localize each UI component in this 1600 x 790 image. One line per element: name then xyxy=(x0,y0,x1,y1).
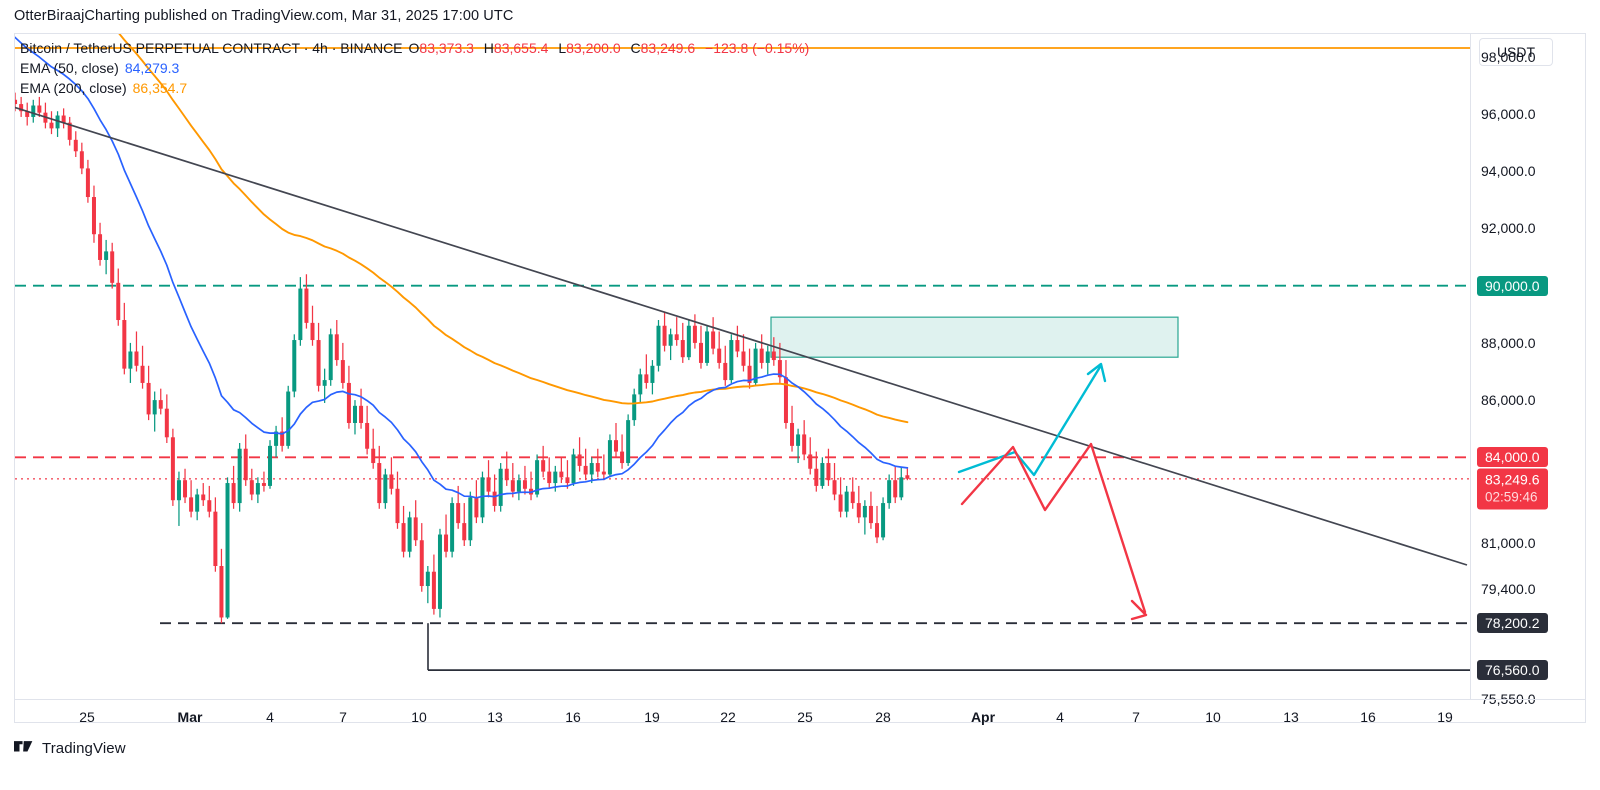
published-caption: OtterBiraajCharting published on Trading… xyxy=(14,8,514,24)
time-tick: 7 xyxy=(339,709,347,725)
price-axis[interactable]: USDT 98,000.0 96,000.0 94,000.0 92,000.0 88,… xyxy=(1470,34,1585,707)
time-tick: 16 xyxy=(1360,709,1376,725)
time-tick: 10 xyxy=(411,709,427,725)
time-tick: 19 xyxy=(1437,709,1453,725)
ema-200-line xyxy=(15,34,1470,424)
projection-arrows xyxy=(957,362,1148,621)
price-level-lines xyxy=(15,284,1470,672)
tradingview-logo: TradingView xyxy=(14,740,126,757)
time-tick: 10 xyxy=(1205,709,1221,725)
price-tick: 86,000.0 xyxy=(1481,392,1536,409)
time-tick: 19 xyxy=(644,709,660,725)
bar-countdown: 02:59:46 xyxy=(1485,489,1538,505)
time-tick: 13 xyxy=(1283,709,1299,725)
candlestick-series xyxy=(15,92,910,624)
time-tick: Mar xyxy=(177,709,203,725)
price-tick: 88,000.0 xyxy=(1481,334,1536,351)
price-tick: 81,000.0 xyxy=(1481,535,1536,552)
ema-50-line xyxy=(15,36,909,499)
time-tick: 25 xyxy=(79,709,95,725)
time-tick: 22 xyxy=(720,709,736,725)
price-tick: 92,000.0 xyxy=(1481,220,1536,237)
price-tick: 96,000.0 xyxy=(1481,106,1536,123)
price-badge[interactable]: 90,000.0 xyxy=(1477,275,1548,296)
price-tick: 79,400.0 xyxy=(1481,580,1536,597)
currency-label[interactable]: USDT xyxy=(1479,38,1553,66)
chart-plot-area[interactable] xyxy=(15,34,1470,699)
chart-canvas xyxy=(15,34,1470,672)
current-price-value: 83,249.6 xyxy=(1485,471,1540,488)
time-tick: Apr xyxy=(970,709,996,725)
descending-trendline xyxy=(15,106,1468,566)
price-badge[interactable]: 76,560.0 xyxy=(1477,660,1548,681)
time-tick: 7 xyxy=(1132,709,1140,725)
time-tick: 4 xyxy=(1056,709,1064,725)
time-tick: 16 xyxy=(565,709,581,725)
time-tick: 13 xyxy=(487,709,503,725)
current-price-badge[interactable]: 83,249.6 02:59:46 xyxy=(1477,468,1548,510)
price-badge[interactable]: 78,200.2 xyxy=(1477,613,1548,634)
supply-zone-rect xyxy=(770,316,1179,358)
price-badge[interactable]: 84,000.0 xyxy=(1477,447,1548,468)
price-tick: 98,000.0 xyxy=(1481,48,1536,65)
tradingview-mark-icon xyxy=(14,741,33,752)
price-tick: 94,000.0 xyxy=(1481,163,1536,180)
time-tick: 25 xyxy=(797,709,813,725)
time-tick: 4 xyxy=(266,709,274,725)
time-tick: 28 xyxy=(875,709,891,725)
time-axis[interactable]: 25 Mar 4 7 10 13 16 19 22 25 28 Apr 4 7 10 13 16 19 xyxy=(15,699,1585,725)
chart-frame xyxy=(14,33,1586,723)
tradingview-wordmark: TradingView xyxy=(42,740,126,757)
